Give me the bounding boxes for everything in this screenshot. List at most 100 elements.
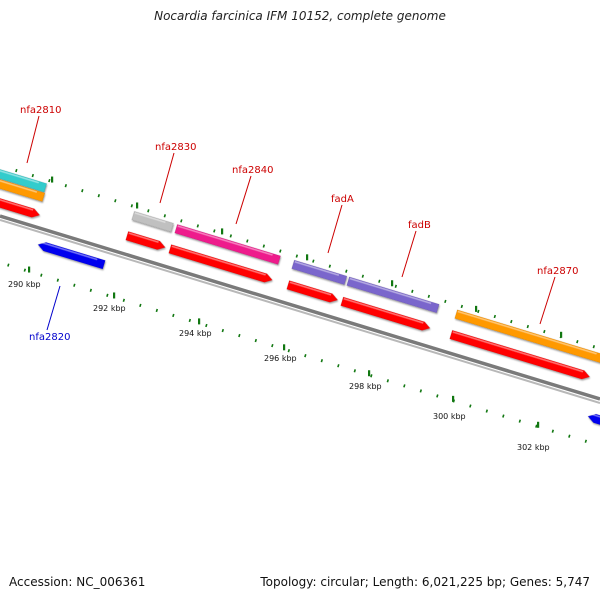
upper-track-dot: [262, 244, 266, 248]
upper-track-dot: [279, 249, 282, 253]
gene-label-fadB[interactable]: fadB: [408, 220, 431, 231]
upper-track-dot: [81, 189, 84, 193]
lower-track-dot: [518, 419, 522, 423]
lower-track-dot: [535, 424, 538, 428]
upper-track-dot: [48, 178, 51, 183]
lower-track-dot: [386, 379, 390, 383]
upper-track-dot: [31, 173, 35, 178]
lower-track-dot: [353, 369, 357, 373]
label-leader-fadB: [401, 230, 417, 278]
upper-track-dot: [180, 219, 183, 223]
orange-feature-a[interactable]: [0, 176, 46, 202]
major-tick-upper: [560, 331, 563, 338]
backbone-shadow: [0, 219, 600, 404]
cds-arrow-nfa2830[interactable]: [125, 231, 167, 251]
major-tick-lower: [198, 318, 201, 325]
gray-feature[interactable]: [131, 210, 174, 233]
features-layer: [0, 166, 600, 429]
lower-track-dot: [40, 273, 43, 277]
lower-track-dot: [370, 374, 373, 378]
kbp-tick-label: 298 kbp: [349, 382, 382, 391]
orange-feature-nfa2870[interactable]: [454, 309, 600, 364]
cyan-feature-a[interactable]: [0, 166, 48, 193]
lower-track-dot: [287, 348, 291, 353]
lower-track-dot: [436, 394, 439, 398]
gene-labels: nfa2810 nfa2820 nfa2830 nfa2840 fadA fadB nfa2…: [20, 105, 578, 343]
label-leader-nfa2830: [159, 152, 175, 204]
gene-label-nfa2830[interactable]: nfa2830: [155, 142, 196, 153]
lower-track-dot: [485, 409, 489, 413]
genome-backbone: [0, 214, 600, 401]
upper-track-dot: [114, 199, 117, 203]
gene-label-nfa2810[interactable]: nfa2810: [20, 105, 61, 116]
major-tick-upper: [51, 176, 54, 183]
purple-feature-fadB[interactable]: [346, 276, 440, 314]
gene-label-nfa2820[interactable]: nfa2820: [29, 332, 70, 343]
lower-track-dot: [584, 439, 588, 443]
genome-summary: Topology: circular; Length: 6,021,225 bp…: [260, 575, 590, 589]
kbp-ticks: 290 kbp 292 kbp 294 kbp 296 kbp 298 kbp 300 k…: [8, 176, 563, 452]
upper-track-dot: [130, 204, 134, 208]
purple-feature-fadA[interactable]: [291, 259, 348, 286]
upper-track-dot: [477, 309, 480, 314]
lower-track-dot: [73, 283, 76, 287]
gene-label-fadA[interactable]: fadA: [331, 194, 354, 205]
label-leader-nfa2840: [235, 175, 252, 225]
upper-track-dot: [427, 294, 431, 299]
label-leader-fadA: [327, 204, 343, 254]
lower-track-dot: [238, 333, 241, 338]
lower-track-dot: [337, 364, 340, 368]
major-tick-lower: [283, 344, 286, 351]
lower-track-dot: [551, 429, 555, 433]
major-tick-lower: [537, 421, 540, 428]
lower-track-dot: [188, 318, 192, 323]
reverse-cds-edge[interactable]: [587, 412, 600, 429]
upper-track-dot: [295, 254, 299, 258]
lower-track-dot: [89, 288, 93, 292]
lower-track-dot: [7, 263, 10, 267]
upper-track-dot: [312, 259, 315, 263]
magenta-feature[interactable]: [174, 224, 281, 265]
lower-track-dot: [568, 434, 571, 438]
upper-track-dot: [64, 183, 68, 188]
lower-track-dot: [23, 268, 27, 272]
cds-arrow-nfa2870[interactable]: [449, 329, 591, 381]
upper-track-dot: [543, 329, 546, 334]
major-tick-lower: [452, 395, 455, 402]
map-title: Nocardia farcinica IFM 10152, complete g…: [154, 9, 446, 23]
major-tick-upper: [475, 305, 478, 312]
kbp-tick-label: 292 kbp: [93, 304, 126, 313]
gene-label-nfa2870[interactable]: nfa2870: [537, 266, 578, 277]
cds-arrow-a[interactable]: [0, 195, 41, 220]
lower-track-dot: [254, 338, 258, 343]
cds-arrow-nfa2840[interactable]: [168, 244, 274, 285]
lower-track-dot: [419, 389, 423, 393]
reverse-cds-nfa2820[interactable]: [37, 240, 106, 270]
upper-track-dot: [493, 314, 497, 319]
upper-track-dot: [196, 224, 200, 228]
upper-track-dot: [147, 209, 150, 213]
upper-track-dot: [246, 239, 249, 243]
kbp-tick-label: 302 kbp: [517, 443, 550, 452]
lower-track-dot: [271, 343, 274, 348]
upper-track-dot: [576, 339, 579, 344]
backbone-layer: [0, 214, 600, 404]
kbp-tick-label: 300 kbp: [433, 412, 466, 421]
lower-track-dot: [304, 354, 307, 358]
cds-arrow-fadA[interactable]: [286, 280, 339, 305]
upper-track-dot: [526, 324, 530, 329]
upper-track-dot: [592, 345, 596, 349]
upper-track-dot: [15, 168, 18, 173]
label-leader-nfa2870: [539, 276, 556, 325]
accession-text: Accession: NC_006361: [9, 575, 146, 589]
lower-track-dot: [106, 293, 109, 297]
lower-track-dot: [172, 313, 175, 318]
cds-arrow-fadB[interactable]: [340, 296, 432, 332]
kbp-tick-label: 294 kbp: [179, 329, 212, 338]
lower-track-dot: [320, 359, 324, 363]
upper-track-dot: [213, 229, 216, 233]
label-leader-nfa2820: [46, 285, 61, 331]
gene-label-nfa2840[interactable]: nfa2840: [232, 165, 273, 176]
